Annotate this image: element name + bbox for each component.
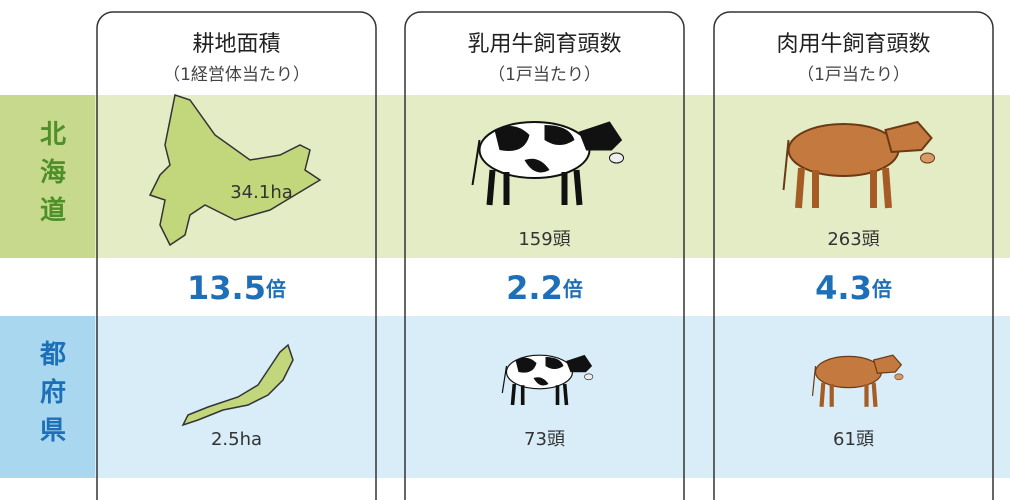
- column-title: 乳用牛飼育頭数: [467, 32, 621, 57]
- column-subtitle: （1戸当たり）: [797, 65, 910, 85]
- ratio-value: 2.2: [506, 269, 563, 307]
- prefectures-band: [0, 316, 1010, 478]
- column-subtitle: （1戸当たり）: [488, 65, 601, 85]
- hokkaido-label-bg: [0, 95, 95, 258]
- ratio: 13.5倍: [187, 269, 286, 307]
- prefectures-value: 2.5ha: [211, 429, 262, 450]
- hokkaido-value: 159頭: [518, 229, 570, 250]
- column-title: 耕地面積: [192, 32, 280, 57]
- row-label: 都府県: [36, 340, 67, 454]
- column-box: [96, 11, 377, 500]
- ratio-unit: 倍: [563, 277, 583, 301]
- japan-map: [181, 343, 294, 427]
- ratio-unit: 倍: [872, 277, 892, 301]
- column-box: [713, 11, 994, 500]
- ratio: 4.3倍: [815, 269, 892, 307]
- row-label: 北海道: [36, 120, 66, 234]
- ratio-unit: 倍: [266, 277, 286, 301]
- hokkaido-value: 263頭: [827, 229, 879, 250]
- prefectures-label-bg: [0, 316, 95, 478]
- ratio-value: 4.3: [815, 269, 872, 307]
- column-subtitle: （1経営体当たり）: [163, 65, 310, 85]
- prefectures-value: 73頭: [524, 429, 565, 450]
- ratio-value: 13.5: [187, 269, 266, 307]
- prefectures-value: 61頭: [833, 429, 874, 450]
- column-title: 肉用牛飼育頭数: [776, 32, 930, 57]
- column-box: [404, 11, 685, 500]
- hokkaido-map: [148, 94, 322, 247]
- hokkaido-value: 34.1ha: [230, 182, 293, 203]
- ratio: 2.2倍: [506, 269, 583, 307]
